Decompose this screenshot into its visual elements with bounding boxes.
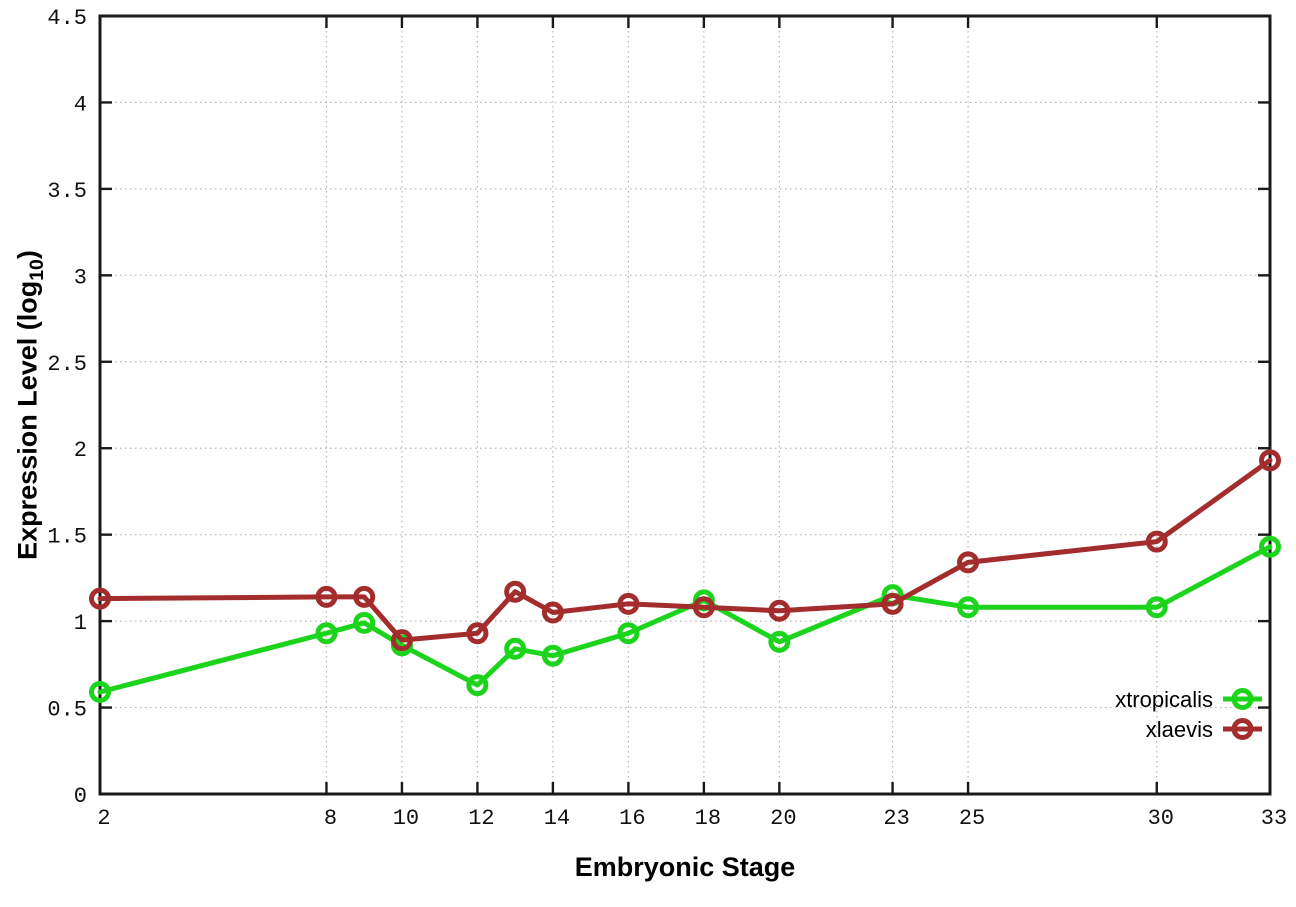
x-tick-label: 18 — [695, 806, 721, 831]
data-point-xlaevis-stage-12 — [466, 622, 489, 645]
y-tick-label: 4 — [74, 92, 87, 117]
data-point-xlaevis-stage-23 — [881, 592, 904, 615]
data-point-xlaevis-stage-8 — [315, 585, 338, 608]
data-point-xlaevis-stage-9 — [353, 585, 376, 608]
y-axis-title-base: Expression Level (log — [12, 280, 43, 560]
data-point-xtropicalis-stage-8 — [315, 622, 338, 645]
y-tick-label: 1 — [74, 611, 87, 636]
data-point-xlaevis-stage-10 — [390, 629, 413, 652]
data-point-xlaevis-stage-13 — [504, 580, 527, 603]
x-tick-label: 33 — [1261, 806, 1287, 831]
data-point-xtropicalis-stage-2 — [89, 680, 111, 703]
data-point-xtropicalis-stage-13 — [504, 637, 527, 660]
y-tick-label: 2.5 — [47, 352, 87, 377]
y-tick-label: 0 — [74, 784, 87, 809]
y-tick-label: 3 — [74, 265, 87, 290]
data-point-xtropicalis-stage-20 — [768, 630, 791, 653]
data-point-xlaevis-stage-33 — [1259, 449, 1281, 472]
data-point-xlaevis-stage-30 — [1145, 530, 1168, 553]
legend-marker-xlaevis — [1231, 718, 1254, 740]
data-point-xlaevis-stage-16 — [617, 592, 640, 615]
x-tick-label: 12 — [468, 806, 494, 831]
y-tick-label: 2 — [74, 438, 87, 463]
y-axis-title-subscript: 10 — [25, 259, 48, 281]
y-axis-title: Expression Level (log10) — [12, 250, 48, 560]
data-point-xlaevis-stage-18 — [692, 596, 715, 619]
series-xtropicalis — [89, 535, 1281, 703]
legend-label-xtropicalis: xtropicalis — [1115, 687, 1213, 712]
y-axis-title-close: ) — [12, 250, 43, 260]
plot-border — [98, 14, 1272, 796]
data-point-xlaevis-stage-14 — [541, 601, 564, 624]
x-tick-label: 23 — [883, 806, 909, 831]
data-point-xtropicalis-stage-12 — [466, 674, 489, 697]
series-line-xtropicalis — [97, 544, 1273, 695]
y-tick-label: 3.5 — [47, 179, 87, 204]
x-tick-label: 2 — [97, 806, 110, 831]
series-xlaevis — [89, 449, 1281, 652]
data-point-xtropicalis-stage-9 — [353, 611, 376, 634]
x-axis-title: Embryonic Stage — [574, 852, 796, 882]
x-tick-label: 25 — [959, 806, 985, 831]
y-tick-label: 1.5 — [47, 525, 87, 550]
y-tick-label: 0.5 — [47, 698, 87, 723]
data-point-xlaevis-stage-25 — [957, 551, 980, 574]
legend-marker-xtropicalis — [1231, 688, 1254, 710]
data-point-xtropicalis-stage-30 — [1145, 596, 1168, 619]
data-point-xtropicalis-stage-33 — [1259, 535, 1281, 558]
x-tick-label: 8 — [324, 806, 337, 831]
x-tick-label: 30 — [1148, 806, 1174, 831]
data-point-xlaevis-stage-2 — [89, 587, 111, 610]
legend-entry-xtropicalis: xtropicalis — [1115, 687, 1262, 712]
data-point-xtropicalis-stage-16 — [617, 622, 640, 645]
data-point-xtropicalis-stage-14 — [541, 644, 564, 667]
x-tick-label: 20 — [770, 806, 796, 831]
x-tick-label: 14 — [544, 806, 570, 831]
legend: xtropicalis xlaevis — [1115, 687, 1262, 742]
x-tick-label: 16 — [619, 806, 645, 831]
x-tick-label: 10 — [393, 806, 419, 831]
legend-label-xlaevis: xlaevis — [1146, 717, 1213, 742]
data-point-xtropicalis-stage-25 — [957, 596, 980, 619]
series-line-xlaevis — [97, 457, 1273, 643]
y-tick-label: 4.5 — [47, 6, 87, 31]
data-point-xlaevis-stage-20 — [768, 599, 791, 622]
legend-entry-xlaevis: xlaevis — [1146, 717, 1262, 742]
